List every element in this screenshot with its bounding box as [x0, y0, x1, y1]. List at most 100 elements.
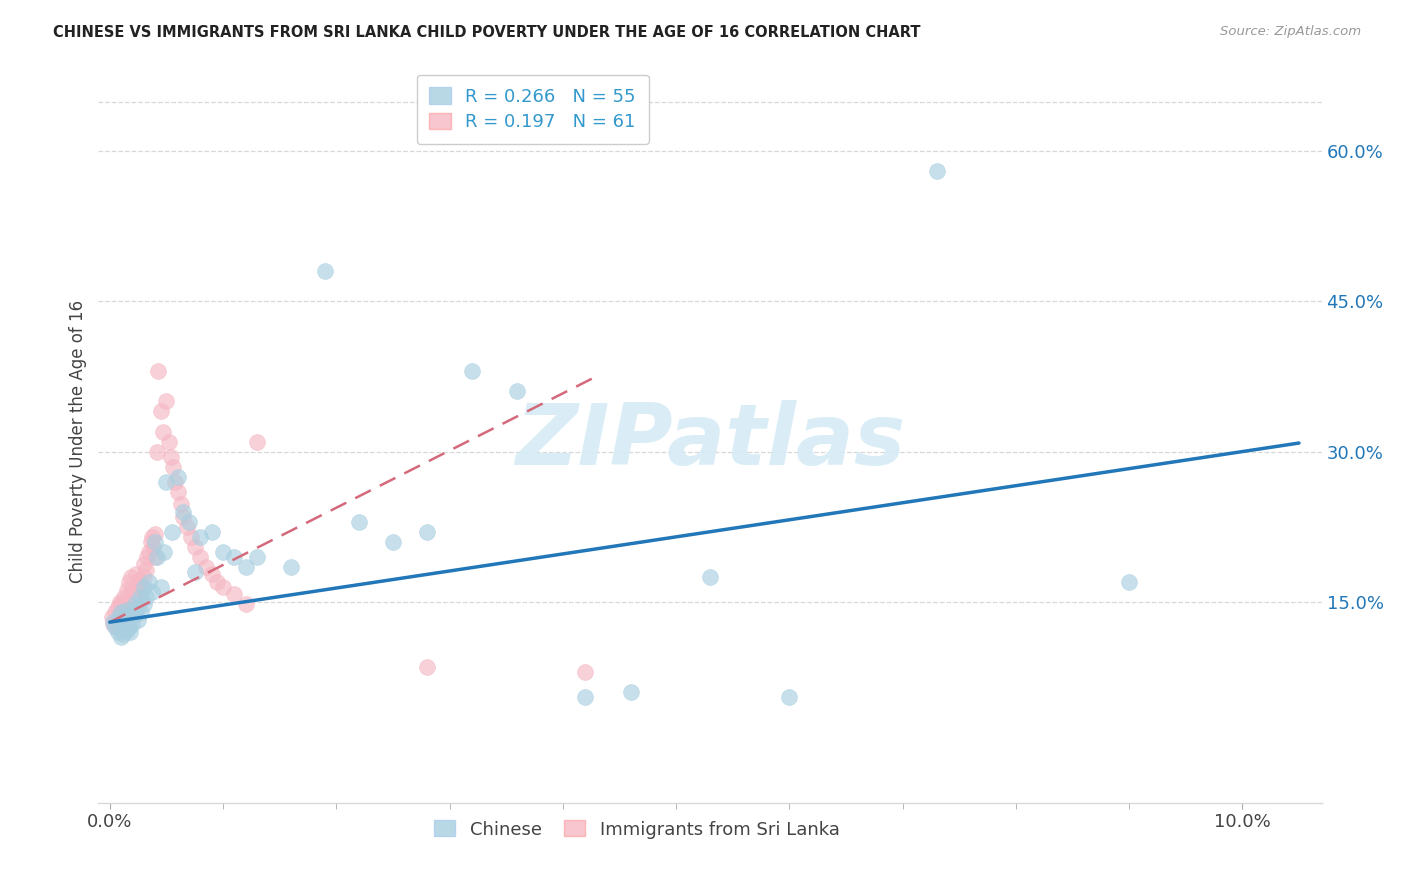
- Point: [118, 620, 141, 634]
- Point: [925, 163, 948, 178]
- Point: [1118, 575, 1140, 590]
- Point: [120, 610, 142, 624]
- Point: [129, 587, 152, 601]
- Point: [180, 530, 202, 544]
- Point: [176, 520, 198, 534]
- Point: [121, 617, 143, 632]
- Point: [125, 580, 148, 594]
- Point: [110, 630, 132, 644]
- Point: [141, 530, 163, 544]
- Legend: Chinese, Immigrants from Sri Lanka: Chinese, Immigrants from Sri Lanka: [426, 814, 846, 846]
- Point: [101, 617, 124, 632]
- Point: [124, 597, 146, 611]
- Point: [129, 590, 152, 604]
- Point: [132, 580, 155, 594]
- Point: [101, 610, 124, 624]
- Point: [246, 434, 269, 449]
- Point: [461, 364, 484, 378]
- Point: [127, 577, 149, 591]
- Point: [115, 583, 138, 598]
- Point: [118, 575, 141, 590]
- Point: [124, 590, 146, 604]
- Point: [114, 617, 136, 632]
- Point: [183, 540, 205, 554]
- Point: [121, 585, 143, 599]
- Point: [131, 605, 153, 619]
- Point: [112, 627, 135, 641]
- Point: [201, 524, 224, 539]
- Point: [110, 623, 132, 637]
- Point: [347, 515, 370, 529]
- Point: [235, 597, 257, 611]
- Point: [235, 560, 257, 574]
- Point: [166, 484, 188, 499]
- Point: [778, 690, 800, 705]
- Point: [381, 535, 404, 549]
- Point: [112, 607, 135, 622]
- Point: [125, 567, 148, 582]
- Point: [212, 580, 235, 594]
- Point: [183, 565, 205, 579]
- Point: [146, 549, 169, 564]
- Point: [172, 505, 194, 519]
- Point: [115, 600, 138, 615]
- Point: [110, 597, 132, 611]
- Point: [224, 549, 246, 564]
- Point: [574, 665, 596, 680]
- Point: [146, 444, 169, 458]
- Point: [115, 623, 138, 637]
- Point: [162, 459, 184, 474]
- Point: [127, 600, 149, 615]
- Point: [699, 570, 721, 584]
- Point: [128, 573, 150, 587]
- Point: [110, 605, 132, 619]
- Point: [108, 613, 131, 627]
- Point: [143, 535, 166, 549]
- Point: [155, 475, 177, 489]
- Point: [160, 524, 183, 539]
- Point: [115, 603, 138, 617]
- Point: [132, 597, 155, 611]
- Point: [148, 364, 170, 378]
- Point: [107, 600, 129, 615]
- Point: [114, 590, 136, 604]
- Point: [136, 549, 159, 564]
- Text: Source: ZipAtlas.com: Source: ZipAtlas.com: [1220, 25, 1361, 38]
- Point: [114, 615, 136, 630]
- Point: [135, 563, 157, 577]
- Point: [120, 625, 142, 640]
- Point: [224, 587, 246, 601]
- Point: [142, 540, 165, 554]
- Point: [149, 404, 172, 418]
- Y-axis label: Child Poverty Under the Age of 16: Child Poverty Under the Age of 16: [69, 300, 87, 583]
- Point: [574, 690, 596, 705]
- Point: [170, 497, 193, 511]
- Point: [141, 585, 163, 599]
- Point: [125, 607, 148, 622]
- Point: [120, 570, 142, 584]
- Point: [127, 613, 149, 627]
- Point: [101, 615, 124, 630]
- Point: [120, 610, 142, 624]
- Point: [246, 549, 269, 564]
- Point: [143, 549, 166, 564]
- Point: [132, 557, 155, 571]
- Point: [108, 610, 131, 624]
- Point: [280, 560, 302, 574]
- Point: [166, 469, 188, 483]
- Point: [143, 526, 166, 541]
- Point: [157, 434, 180, 449]
- Point: [188, 530, 212, 544]
- Point: [105, 620, 128, 634]
- Point: [138, 575, 160, 590]
- Point: [108, 595, 131, 609]
- Point: [207, 575, 229, 590]
- Text: CHINESE VS IMMIGRANTS FROM SRI LANKA CHILD POVERTY UNDER THE AGE OF 16 CORRELATI: CHINESE VS IMMIGRANTS FROM SRI LANKA CHI…: [53, 25, 921, 40]
- Point: [107, 625, 129, 640]
- Point: [177, 515, 200, 529]
- Point: [131, 580, 153, 594]
- Point: [212, 545, 235, 559]
- Point: [160, 450, 183, 464]
- Point: [152, 425, 174, 439]
- Point: [104, 605, 127, 619]
